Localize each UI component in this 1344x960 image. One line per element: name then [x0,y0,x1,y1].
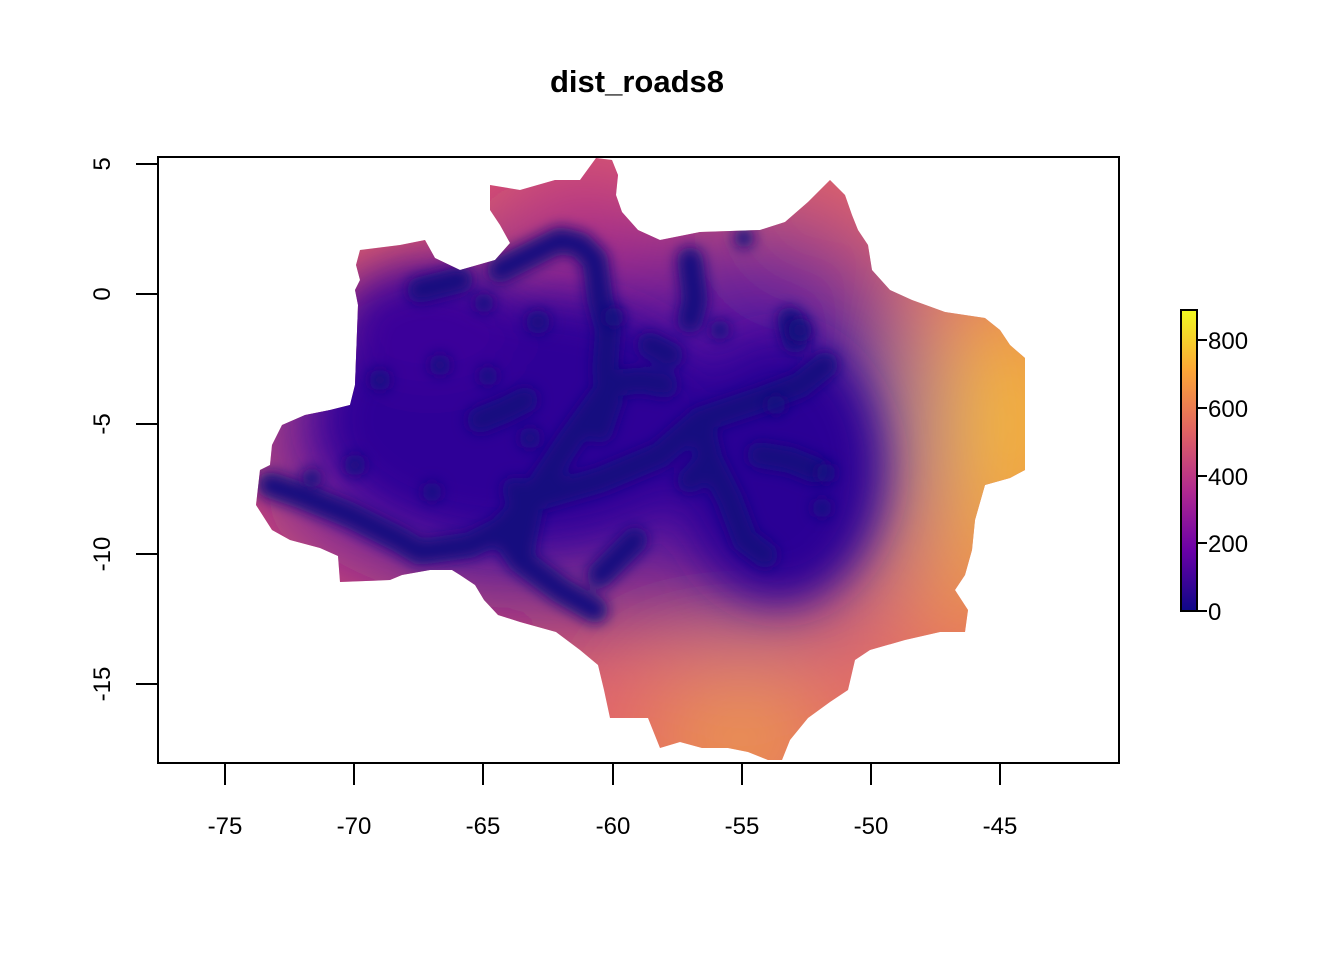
legend-color-bar [1180,309,1198,612]
y-tick-label: -10 [89,537,116,572]
x-tick-labels: -75 -70 -65 -60 -55 -50 -45 [208,813,1018,840]
raster-layer [256,158,1025,760]
legend-tick-label: 0 [1208,599,1221,626]
y-tick-labels: 5 0 -5 -10 -15 [89,157,116,701]
y-tick-label: -15 [89,667,116,702]
x-tick-label: -70 [337,813,372,840]
x-tick-label: -50 [854,813,889,840]
x-tick-label: -65 [466,813,501,840]
legend-tick-label: 800 [1208,328,1248,355]
x-tick-label: -45 [983,813,1018,840]
x-axis [224,762,1001,785]
x-tick-label: -60 [596,813,631,840]
x-tick-label: -75 [208,813,243,840]
legend-tick-label: 200 [1208,531,1248,558]
color-legend: 0 200 400 600 800 [1180,309,1248,626]
legend-tick-label: 400 [1208,464,1248,491]
legend-tick-label: 600 [1208,396,1248,423]
y-tick-label: 5 [89,157,116,170]
y-tick-label: -5 [89,413,116,434]
y-axis [136,163,159,685]
x-tick-label: -55 [725,813,760,840]
y-tick-label: 0 [89,287,116,300]
plot-title: dist_roads8 [550,64,724,99]
